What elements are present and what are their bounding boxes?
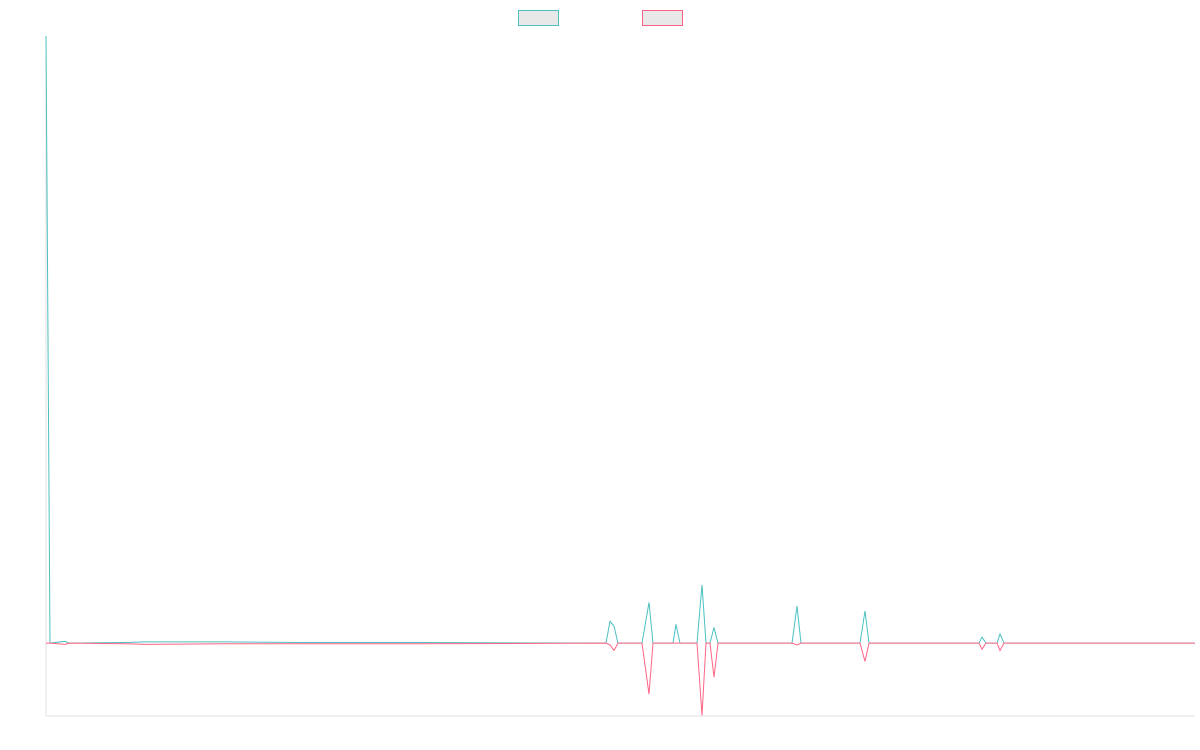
- legend-swatch: [518, 10, 559, 26]
- series-line: [45, 35, 1195, 644]
- legend-swatch: [642, 10, 683, 26]
- series-line: [46, 642, 1195, 716]
